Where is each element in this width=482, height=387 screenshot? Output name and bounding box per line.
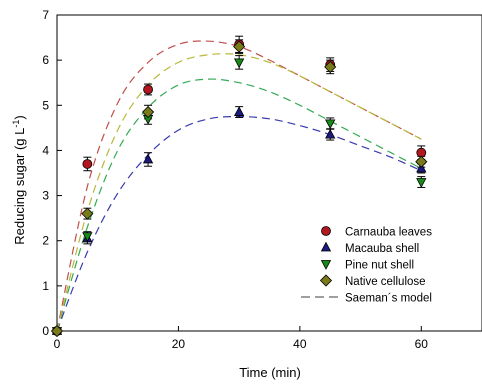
y-tick-label: 6 (42, 53, 49, 67)
legend-marker (321, 226, 331, 236)
y-axis-label: Reducing sugar (g L-1) (11, 115, 27, 244)
y-tick-label: 4 (42, 143, 49, 157)
legend-label: Carnauba leaves (345, 227, 432, 239)
y-tick-label: 1 (42, 279, 49, 293)
error-bars (83, 35, 426, 245)
data-point (233, 40, 246, 53)
legend-marker (320, 260, 332, 270)
data-point (143, 84, 153, 95)
x-tick-label: 60 (415, 337, 429, 351)
data-point (82, 232, 93, 243)
data-point (142, 153, 154, 164)
legend: Carnauba leaves Macauba shell Pine nut she… (301, 226, 432, 305)
legend-label: Macauba shell (345, 243, 419, 255)
legend-label: Pine nut shell (345, 260, 414, 272)
y-tick-label: 7 (42, 8, 49, 22)
y-tick-label: 3 (42, 189, 49, 203)
data-point (82, 159, 93, 169)
y-tick-label: 5 (42, 98, 49, 112)
data-point (142, 105, 155, 119)
data-point (415, 155, 428, 168)
data-point (81, 207, 94, 220)
data-point (325, 119, 336, 130)
y-axis-label-superscript: -1 (11, 120, 21, 128)
axes: 0 20 40 60 0 1 2 3 4 5 6 7 (42, 8, 482, 351)
x-tick-label: 20 (172, 337, 186, 351)
data-point (233, 106, 245, 116)
legend-marker (320, 241, 332, 252)
legend-marker (319, 274, 333, 287)
model-curves (56, 40, 422, 332)
legend-label: Native cellulose (345, 276, 426, 288)
model-curve (56, 53, 422, 332)
y-axis-label-close: ) (12, 115, 27, 119)
plot-frame (56, 14, 482, 332)
data-point (416, 178, 427, 188)
data-point (324, 60, 337, 73)
data-point (325, 128, 336, 139)
data-point (233, 58, 245, 69)
data-point (50, 324, 64, 338)
x-tick-label: 40 (293, 337, 307, 351)
data-points (50, 39, 428, 338)
x-tick-label: 0 (54, 337, 61, 351)
y-tick-label: 2 (42, 234, 49, 248)
x-axis-label: Time (min) (239, 365, 301, 380)
y-axis-label-main: Reducing sugar (g L (12, 128, 27, 245)
model-curve (56, 115, 422, 332)
legend-label: Saeman´s model (345, 293, 432, 305)
y-tick-label: 0 (42, 324, 49, 338)
